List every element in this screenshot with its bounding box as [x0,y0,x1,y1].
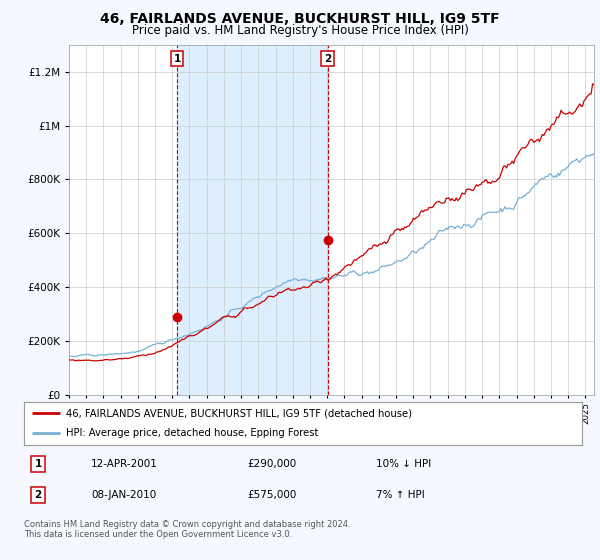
Text: 2: 2 [324,54,331,63]
Text: 1: 1 [34,459,41,469]
Text: 46, FAIRLANDS AVENUE, BUCKHURST HILL, IG9 5TF (detached house): 46, FAIRLANDS AVENUE, BUCKHURST HILL, IG… [66,408,412,418]
Text: 08-JAN-2010: 08-JAN-2010 [91,490,156,500]
Text: 10% ↓ HPI: 10% ↓ HPI [376,459,431,469]
Text: 7% ↑ HPI: 7% ↑ HPI [376,490,424,500]
Text: 1: 1 [173,54,181,63]
Text: 2: 2 [34,490,41,500]
Text: Contains HM Land Registry data © Crown copyright and database right 2024.
This d: Contains HM Land Registry data © Crown c… [24,520,350,539]
Text: 46, FAIRLANDS AVENUE, BUCKHURST HILL, IG9 5TF: 46, FAIRLANDS AVENUE, BUCKHURST HILL, IG… [100,12,500,26]
Text: Price paid vs. HM Land Registry's House Price Index (HPI): Price paid vs. HM Land Registry's House … [131,24,469,36]
Text: £290,000: £290,000 [247,459,296,469]
Text: £575,000: £575,000 [247,490,296,500]
Text: HPI: Average price, detached house, Epping Forest: HPI: Average price, detached house, Eppi… [66,428,318,438]
Bar [177,45,328,395]
Text: 12-APR-2001: 12-APR-2001 [91,459,158,469]
